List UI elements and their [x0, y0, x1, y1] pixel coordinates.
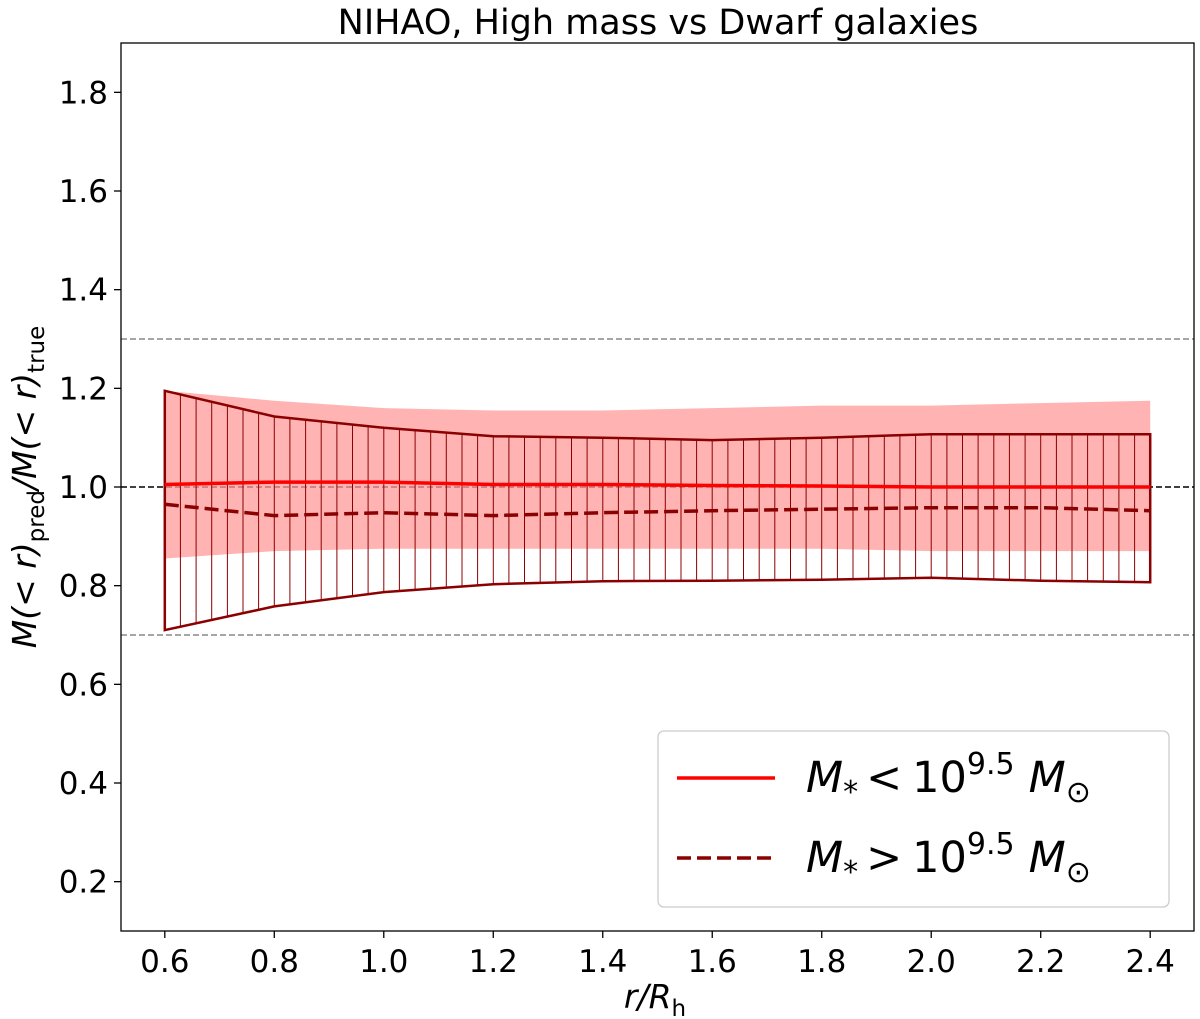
y-axis-label: M(< r)pred/M(< r)true — [5, 326, 50, 649]
legend-label-exp: 9.5 — [967, 827, 1015, 862]
y-axis-label-part: < r) — [5, 542, 44, 607]
y-axis-label-part: < r) — [5, 373, 44, 438]
x-tick-label: 0.8 — [250, 944, 299, 980]
legend-label-part: 10 — [912, 833, 967, 883]
legend-label-part: M — [806, 833, 843, 883]
legend-label-part: < — [866, 753, 902, 803]
chart-title: NIHAO, High mass vs Dwarf galaxies — [338, 3, 979, 43]
legend-label-sub: * — [843, 775, 858, 810]
y-axis-label-sub: true — [24, 326, 50, 373]
band-high-mass-hatching — [164, 390, 1151, 631]
plot-area — [121, 338, 1194, 636]
legend-label-high-mass: M* >109.5 M⊙ — [806, 827, 1091, 890]
x-tick-label: 2.4 — [1126, 944, 1175, 980]
y-tick-label: 0.2 — [59, 865, 108, 901]
x-tick-label: 2.2 — [1016, 944, 1065, 980]
series-line-low-mass — [164, 480, 1151, 489]
x-tick-label: 1.4 — [578, 944, 627, 980]
legend-label-low-mass: M* <109.5 M⊙ — [806, 747, 1091, 810]
legend: M* <109.5 M⊙ M* >109.5 M⊙ — [657, 730, 1170, 908]
y-tick-label: 1.8 — [59, 75, 108, 111]
x-tick-label: 1.2 — [469, 944, 518, 980]
y-axis-label-part: /M( — [5, 435, 44, 493]
y-axis-label-sub: pred — [24, 490, 50, 542]
y-tick-label: 0.4 — [59, 766, 108, 802]
legend-label-part: M — [1029, 833, 1066, 883]
y-tick-label: 1.4 — [59, 273, 108, 309]
y-tick-label: 1.2 — [59, 371, 108, 407]
legend-label-part: M — [1029, 753, 1066, 803]
series-line-high-mass — [164, 502, 1151, 518]
x-tick-label: 2.0 — [907, 944, 956, 980]
x-tick-label: 0.6 — [140, 944, 189, 980]
axis-ticks: 0.6 0.8 1.0 1.2 1.4 1.6 1.8 2.0 2.2 2.4 0.2 0.4 0.6 0… — [59, 75, 1175, 980]
legend-label-part: M — [806, 753, 843, 803]
legend-box — [657, 730, 1170, 908]
band-high-mass-outline — [163, 389, 1152, 632]
x-axis-label-sub: h — [672, 996, 687, 1019]
legend-label-sub: ⊙ — [1066, 855, 1091, 890]
band-low-mass — [164, 390, 1151, 559]
x-tick-label: 1.8 — [797, 944, 846, 980]
legend-label-part: 10 — [912, 753, 967, 803]
y-tick-label: 0.6 — [59, 667, 108, 703]
legend-label-exp: 9.5 — [967, 747, 1015, 782]
x-axis-label: r/Rh — [624, 977, 686, 1019]
legend-label-part: > — [866, 833, 902, 883]
y-tick-label: 0.8 — [59, 569, 108, 605]
y-tick-label: 1.6 — [59, 174, 108, 210]
x-tick-label: 1.6 — [688, 944, 737, 980]
legend-label-sub: ⊙ — [1066, 775, 1091, 810]
legend-label-sub: * — [843, 855, 858, 890]
x-tick-label: 1.0 — [359, 944, 408, 980]
y-axis-label-part: M( — [5, 605, 44, 648]
y-tick-label: 1.0 — [59, 470, 108, 506]
x-axis-label-main: r/R — [624, 977, 672, 1016]
